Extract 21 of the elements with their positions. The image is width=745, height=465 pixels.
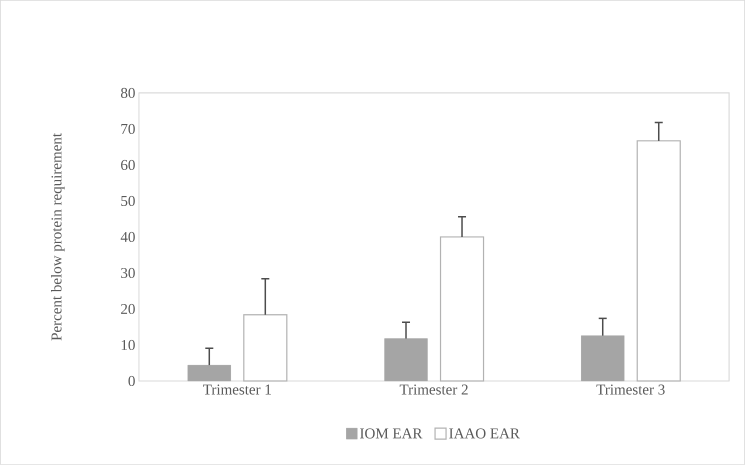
y-tick-label: 30 <box>121 268 135 278</box>
y-axis-title: Percent below protein requirement <box>51 133 65 341</box>
bar <box>581 335 624 382</box>
bar <box>636 140 681 382</box>
y-tick-label: 80 <box>120 88 135 98</box>
y-tick-label: 20 <box>121 304 135 314</box>
bar <box>243 314 288 382</box>
y-tick-label: 10 <box>122 340 135 350</box>
y-tick-label: 0 <box>128 376 135 386</box>
bar <box>384 338 428 382</box>
legend-label: IAAO EAR <box>449 428 520 439</box>
x-tick-label: Trimester 1 <box>203 384 271 395</box>
bar <box>440 236 484 382</box>
y-tick-label: 50 <box>121 196 135 206</box>
bar <box>188 364 231 382</box>
x-tick-label: Trimester 2 <box>400 384 468 395</box>
y-tick-label: 70 <box>121 124 135 134</box>
legend-label: IOM EAR <box>360 428 422 439</box>
y-tick-label: 40 <box>120 232 135 242</box>
x-tick-label: Trimester 3 <box>596 384 665 395</box>
y-tick-label: 60 <box>121 160 135 170</box>
